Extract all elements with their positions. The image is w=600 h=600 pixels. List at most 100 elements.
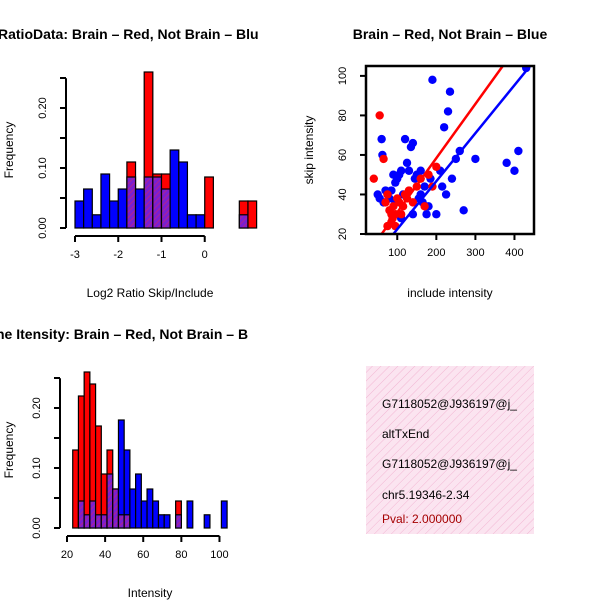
y-tick-label: 40 <box>337 188 349 200</box>
not-brain-point <box>443 107 453 116</box>
info-event-type: altTxEnd <box>382 427 429 441</box>
x-tick-label: 100 <box>388 247 406 259</box>
brain-point <box>383 190 392 199</box>
hist-bar <box>117 188 128 229</box>
info-location: chr5.19346-2.34 <box>382 488 470 502</box>
not-brain-point <box>402 158 412 168</box>
scatter-panel: Brain – Red, Not Brain – Blue 100 200 300 4… <box>302 26 547 300</box>
hist-bar <box>146 488 154 529</box>
hist-bar <box>163 514 171 529</box>
brain-point <box>420 202 429 211</box>
x-tick-label: 40 <box>99 549 111 561</box>
hist-overlap-bar <box>143 176 154 229</box>
intensity-histogram-title: ne Itensity: Brain – Red, Not Brain – B <box>0 326 248 342</box>
ratio-histogram-bars <box>74 71 258 229</box>
info-box-background <box>366 366 534 534</box>
hist-bar <box>74 200 85 229</box>
ratio-histogram-panel: RatioData: Brain – Red, Not Brain – Blu … <box>0 26 259 300</box>
y-tick-label: 0.10 <box>37 157 49 178</box>
hist-bar <box>204 176 214 229</box>
x-tick-label: 20 <box>61 549 73 561</box>
brain-point <box>408 198 418 207</box>
not-brain-point <box>420 182 429 191</box>
y-tick-label: 100 <box>337 67 349 85</box>
x-tick-label: 200 <box>427 247 445 259</box>
not-brain-point <box>439 123 449 132</box>
brain-point <box>432 162 441 171</box>
intensity-histogram-bars <box>72 371 228 529</box>
not-brain-point <box>514 146 523 156</box>
scatter-ylabel: skip intensity <box>302 116 316 185</box>
x-tick-label: 300 <box>466 247 484 259</box>
brain-point <box>381 198 390 207</box>
not-brain-point <box>400 134 410 144</box>
hist-bar <box>186 214 197 229</box>
x-tick-label: 100 <box>210 549 228 561</box>
hist-overlap-bar <box>94 514 102 529</box>
not-brain-point <box>510 166 519 175</box>
hist-overlap-bar <box>100 514 108 529</box>
not-brain-point <box>416 166 425 175</box>
info-panel: G7118052@J936197@j_ altTxEnd G7118052@J9… <box>366 366 534 534</box>
hist-bar <box>247 200 258 229</box>
ratio-histogram-axes: -3 -2 -1 0 0.00 0.10 0.20 <box>37 77 208 261</box>
brain-point <box>369 174 379 183</box>
hist-overlap-bar <box>152 176 163 229</box>
info-gene-id-1: G7118052@J936197@j_ <box>382 397 517 411</box>
x-tick-label: -3 <box>70 249 80 261</box>
brain-point <box>396 210 406 219</box>
hist-bar <box>83 188 93 229</box>
x-tick-label: 60 <box>137 549 149 561</box>
hist-bar <box>108 200 119 229</box>
hist-bar <box>178 161 189 229</box>
y-tick-label: 0.20 <box>37 97 49 118</box>
hist-bar <box>135 473 142 529</box>
hist-overlap-bar <box>160 188 171 229</box>
hist-bar <box>140 500 148 529</box>
scatter-plot-area: 100 200 300 400 20 40 60 80 100 <box>337 64 536 259</box>
hist-overlap-bar <box>89 500 97 529</box>
hist-overlap-bar <box>238 214 249 229</box>
not-brain-point <box>404 166 414 175</box>
info-gene-id-2: G7118052@J936197@j_ <box>382 457 517 471</box>
y-tick-label: 20 <box>337 228 349 240</box>
ratio-histogram-xlabel: Log2 Ratio Skip/Include <box>87 286 214 300</box>
not-brain-point <box>445 87 455 96</box>
not-brain-point <box>459 206 468 215</box>
not-brain-point <box>422 210 431 219</box>
info-pval: Pval: 2.000000 <box>382 512 462 526</box>
hist-bar <box>157 514 165 529</box>
hist-bar <box>91 214 102 229</box>
not-brain-point <box>437 182 447 191</box>
hist-bar <box>94 425 102 529</box>
not-brain-point <box>432 210 441 219</box>
hist-overlap-bar <box>117 514 125 529</box>
hist-bar <box>203 514 211 529</box>
y-tick-label: 80 <box>337 109 349 121</box>
x-tick-label: 400 <box>505 247 523 259</box>
brain-point <box>375 111 384 120</box>
not-brain-fit-line <box>392 66 532 234</box>
not-brain-point <box>441 190 451 199</box>
hist-bar <box>152 500 160 529</box>
x-tick-label: -1 <box>157 249 167 261</box>
hist-bar <box>129 488 137 529</box>
not-brain-point <box>408 138 418 148</box>
ratio-histogram-ylabel: Frequency <box>2 122 16 179</box>
scatter-frame <box>364 64 536 236</box>
hist-bar <box>220 500 228 529</box>
hist-overlap-bar <box>123 514 131 529</box>
brain-point <box>379 154 388 164</box>
x-tick-label: 0 <box>202 249 208 261</box>
y-tick-label: 60 <box>337 149 349 161</box>
ratio-histogram-title: RatioData: Brain – Red, Not Brain – Blu <box>0 26 259 42</box>
intensity-histogram-xlabel: Intensity <box>128 586 173 600</box>
y-tick-label: 0.20 <box>31 397 43 418</box>
y-tick-label: 0.00 <box>37 217 49 238</box>
hist-overlap-bar <box>83 514 91 529</box>
not-brain-point <box>471 154 480 164</box>
not-brain-point <box>396 166 406 175</box>
hist-overlap-bar <box>77 500 85 529</box>
not-brain-point <box>377 134 386 144</box>
